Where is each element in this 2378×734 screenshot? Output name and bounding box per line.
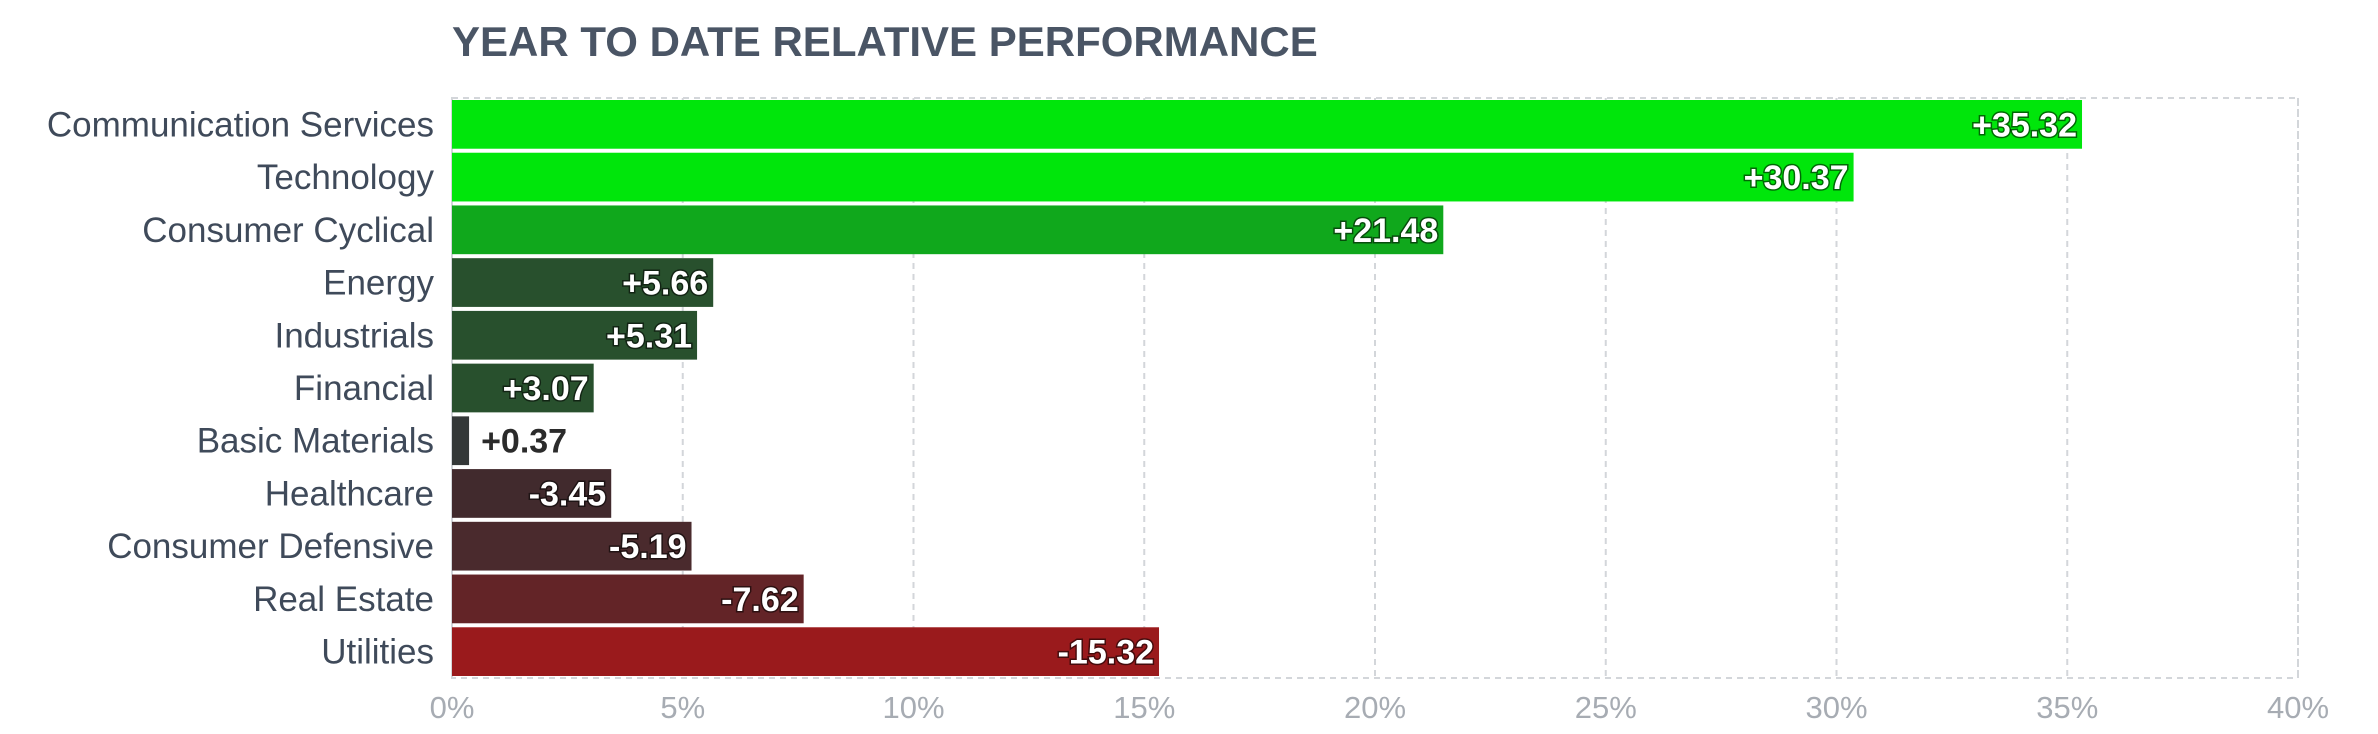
bar <box>452 574 804 624</box>
category-labels: Communication Services Technology Consumer… <box>47 105 435 671</box>
bar <box>452 363 594 413</box>
value-label: +3.07 <box>503 370 589 408</box>
chart-title: YEAR TO DATE RELATIVE PERFORMANCE <box>452 18 1318 65</box>
value-label: -7.62 <box>721 581 799 619</box>
bar <box>452 310 698 360</box>
value-label: -5.19 <box>609 528 687 566</box>
bar <box>452 521 692 571</box>
category-label: Energy <box>323 264 434 303</box>
category-label: Consumer Defensive <box>107 527 434 566</box>
x-tick-label: 40% <box>2267 690 2329 725</box>
x-tick-label: 10% <box>882 690 944 725</box>
bar <box>452 416 470 466</box>
value-label: +21.48 <box>1333 212 1438 250</box>
value-label: +35.32 <box>1972 106 2077 144</box>
category-label: Healthcare <box>265 474 434 513</box>
bar <box>452 152 1854 202</box>
value-label: -3.45 <box>529 475 607 513</box>
category-label: Communication Services <box>47 105 434 144</box>
category-label: Basic Materials <box>197 422 434 461</box>
x-tick-label: 35% <box>2036 690 2098 725</box>
category-label: Utilities <box>321 633 434 672</box>
x-axis-tick-labels: 0% 5% 10% 15% 20% 25% 30% 35% 40% <box>430 690 2329 725</box>
bar <box>452 100 2083 149</box>
x-tick-label: 15% <box>1113 690 1175 725</box>
x-tick-label: 0% <box>430 690 475 725</box>
category-label: Industrials <box>274 316 434 355</box>
category-label: Consumer Cyclical <box>142 211 434 250</box>
bar <box>452 627 1160 676</box>
x-tick-label: 30% <box>1805 690 1867 725</box>
value-label: +5.66 <box>622 265 708 303</box>
category-label: Technology <box>257 158 435 197</box>
value-labels: +35.32 +30.37 +21.48 +5.66 +5.31 +3.07 +0.37 -3… <box>481 105 2078 673</box>
bar <box>452 205 1444 255</box>
category-label: Real Estate <box>253 580 434 619</box>
x-tick-label: 25% <box>1575 690 1637 725</box>
x-tick-label: 20% <box>1344 690 1406 725</box>
value-label: +5.31 <box>606 317 692 355</box>
x-tick-label: 5% <box>660 690 705 725</box>
value-label: +0.37 <box>481 423 567 461</box>
bars <box>452 100 2083 676</box>
bar <box>452 258 714 307</box>
bar <box>452 469 612 518</box>
value-label: -15.32 <box>1058 634 1154 672</box>
category-label: Financial <box>294 369 434 408</box>
value-label: +30.37 <box>1744 159 1849 197</box>
